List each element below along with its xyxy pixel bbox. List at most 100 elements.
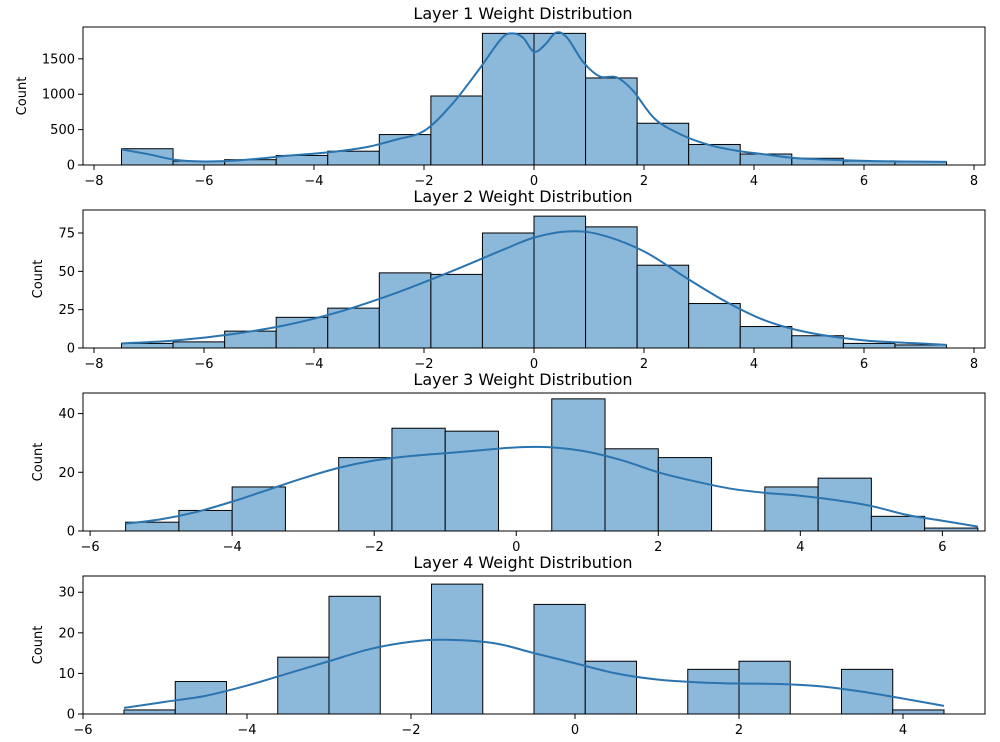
axes-frame — [82, 575, 986, 715]
y-tick-label: 40 — [58, 407, 75, 422]
histogram-bar — [687, 668, 740, 715]
histogram-bar — [739, 153, 793, 166]
y-tick-label: 0 — [67, 342, 75, 357]
x-tick-label: −2 — [401, 723, 420, 738]
histogram-bar — [328, 595, 381, 715]
panel-2: −8 −6 −4 −2 0 2 4 6 8 0 25 50 75 Layer 2 Weight Distr… — [31, 187, 986, 372]
y-tick-label: 30 — [58, 586, 75, 601]
histogram-bar — [604, 448, 659, 532]
y-tick-label: 20 — [58, 466, 75, 481]
kde-line — [121, 31, 947, 163]
x-tick-label: −8 — [84, 174, 103, 189]
histogram-bar — [688, 143, 741, 166]
histogram-bar — [378, 272, 432, 349]
x-tick-label: −2 — [414, 357, 433, 372]
panel-1: −8 −6 −4 −2 0 2 4 6 8 0 500 1000 1500 Layer 1 Weight … — [15, 4, 986, 189]
y-tick-label: 20 — [58, 626, 75, 641]
x-tick-label: −8 — [84, 357, 103, 372]
histogram-bar — [892, 709, 945, 715]
x-tick-label: 2 — [654, 540, 662, 555]
x-tick-label: −4 — [304, 174, 323, 189]
chart-title: Layer 3 Weight Distribution — [413, 370, 632, 389]
x-tick-label: 6 — [860, 357, 868, 372]
histogram-bar — [636, 264, 690, 349]
y-tick-label: 50 — [58, 265, 75, 280]
y-axis-label: Count — [31, 443, 46, 482]
panel-4: −6 −4 −2 0 2 4 0 10 20 30 Layer 4 Weight Distribut… — [31, 553, 986, 738]
histogram-bar — [430, 273, 483, 349]
histogram-bar — [585, 77, 638, 166]
histogram-bar — [533, 32, 587, 166]
x-tick-label: −4 — [304, 357, 323, 372]
histogram-bar — [121, 342, 174, 349]
x-tick-label: 0 — [571, 723, 579, 738]
y-tick-label: 0 — [67, 525, 75, 540]
y-tick-label: 500 — [50, 123, 75, 138]
x-tick-label: 2 — [640, 357, 648, 372]
histogram-bar — [391, 427, 446, 532]
histogram-bar — [738, 660, 791, 715]
kde-line — [121, 230, 947, 346]
x-tick-label: 4 — [796, 540, 804, 555]
x-tick-label: 0 — [512, 540, 520, 555]
chart-title: Layer 4 Weight Distribution — [413, 553, 632, 572]
histogram-bar — [123, 709, 176, 715]
histogram-bar — [551, 398, 606, 532]
histogram-bar — [430, 95, 483, 166]
y-tick-label: 10 — [58, 667, 75, 682]
histogram-bar — [585, 226, 638, 349]
histogram-bar — [870, 515, 926, 532]
x-tick-label: 8 — [970, 357, 978, 372]
chart-title: Layer 2 Weight Distribution — [413, 187, 632, 206]
histogram-bar — [657, 457, 713, 532]
x-tick-label: −6 — [194, 174, 213, 189]
histogram-bar — [481, 232, 535, 349]
x-tick-label: −6 — [194, 357, 213, 372]
y-tick-label: 1000 — [42, 88, 75, 103]
histogram-bar — [231, 486, 286, 532]
x-tick-label: 2 — [640, 174, 648, 189]
histogram-bar — [842, 342, 896, 349]
histogram-bar — [739, 326, 793, 349]
histogram-bar — [338, 457, 393, 532]
histogram-bar — [327, 150, 380, 166]
kde-line — [125, 445, 979, 528]
histogram-bar — [636, 122, 690, 166]
histogram-bar — [277, 656, 330, 715]
histogram-bar — [481, 32, 535, 166]
y-tick-label: 0 — [67, 159, 75, 174]
x-tick-label: −4 — [237, 723, 256, 738]
histogram-bar — [688, 303, 741, 349]
histogram-bar — [444, 430, 499, 532]
histogram-bar — [584, 660, 637, 715]
x-tick-label: 0 — [530, 174, 538, 189]
histogram-bar — [174, 681, 227, 715]
panel-3: −6 −4 −2 0 2 4 6 0 20 40 Layer 3 Weight Distributi… — [31, 370, 986, 555]
x-tick-label: 6 — [938, 540, 946, 555]
x-tick-label: −2 — [365, 540, 384, 555]
y-axis-label: Count — [31, 626, 46, 665]
y-tick-label: 75 — [58, 227, 75, 242]
x-tick-label: 6 — [860, 174, 868, 189]
x-tick-label: −4 — [223, 540, 242, 555]
x-tick-label: 0 — [530, 357, 538, 372]
y-tick-label: 1500 — [42, 52, 75, 67]
x-tick-label: 2 — [735, 723, 743, 738]
x-tick-label: 4 — [899, 723, 907, 738]
histogram-bar — [172, 341, 226, 349]
x-tick-label: 4 — [750, 357, 758, 372]
histogram-bar — [327, 307, 380, 349]
y-axis-label: Count — [15, 77, 30, 116]
x-tick-label: 8 — [970, 174, 978, 189]
x-tick-label: −2 — [414, 174, 433, 189]
y-tick-label: 0 — [67, 708, 75, 723]
x-tick-label: 4 — [750, 174, 758, 189]
y-tick-label: 25 — [58, 303, 75, 318]
chart-title: Layer 1 Weight Distribution — [413, 4, 632, 23]
x-tick-label: −6 — [73, 723, 92, 738]
histogram-bar — [431, 583, 484, 715]
y-axis-label: Count — [31, 260, 46, 299]
x-tick-label: −6 — [81, 540, 100, 555]
histogram-bar — [378, 134, 432, 166]
